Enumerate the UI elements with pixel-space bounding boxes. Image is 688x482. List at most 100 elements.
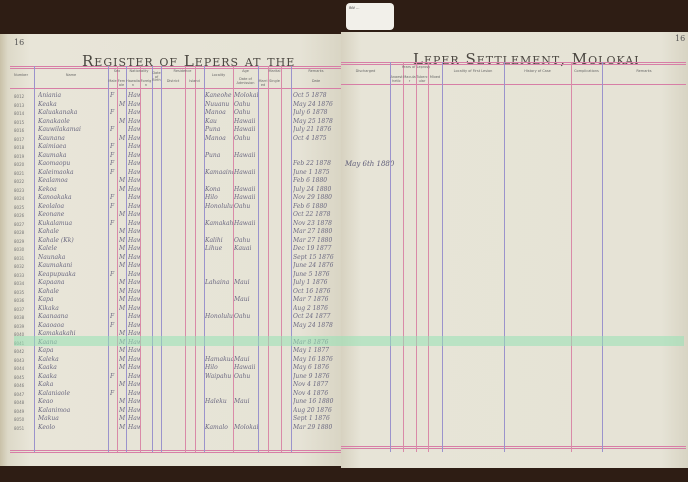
table-row: 8034 Kapaana MHaw Lahaina Maui July 1 1876 [0, 279, 341, 287]
row-number: 8027 [14, 221, 25, 227]
row-number: 8030 [14, 247, 25, 252]
left-page: 16 Register of Lepers at the Number Name S… [0, 34, 341, 466]
row-name: Kapa [38, 347, 54, 354]
row-name: Kaleimaoka [38, 168, 74, 176]
row-name: Keonane [38, 211, 65, 218]
column-header: Male [108, 79, 117, 83]
column-rule [602, 62, 603, 452]
ruled-line [10, 450, 341, 451]
row-district: Hilo [205, 364, 218, 371]
row-nationality: Haw [128, 321, 140, 329]
ruled-line [10, 88, 341, 89]
row-island: Hawaii [234, 168, 256, 176]
row-name: Keolaloa [38, 202, 65, 210]
row-number: 8040 [14, 332, 25, 337]
row-island: Oahu [234, 109, 251, 116]
row-number: 8017 [14, 136, 25, 142]
column-header: Years of Leprosy [401, 65, 431, 69]
row-date: May 24 1878 [293, 321, 333, 329]
table-row: 8035 Kahale MHaw Oct 16 1876 [0, 288, 341, 296]
row-nationality: Haw [128, 372, 140, 380]
row-sex: F [110, 389, 115, 397]
column-rule [504, 62, 505, 452]
column-header: Complications [574, 69, 599, 73]
column-header: Date of Birth [152, 71, 161, 82]
row-nationality: Haw [128, 262, 140, 269]
row-sex: F [110, 219, 115, 227]
handwritten-note: May 6th 1880 [345, 160, 395, 168]
row-district: Manoa [205, 134, 226, 142]
ruled-line [341, 446, 686, 447]
column-header: Date of Admission [236, 77, 255, 85]
row-sex: F [110, 372, 115, 380]
row-date: July 6 1878 [293, 109, 328, 116]
row-nationality: Haw [128, 347, 140, 354]
row-island: Oahu [234, 313, 251, 320]
row-name: Kaaka [38, 364, 57, 371]
row-sex: M [119, 296, 126, 303]
row-date: Sept 15 1876 [293, 253, 334, 261]
row-nationality: Haw [128, 100, 140, 108]
row-sex: M [119, 415, 126, 422]
row-sex: F [110, 270, 115, 278]
row-date: Mar 27 1880 [293, 228, 333, 235]
column-header: Locality [211, 73, 226, 77]
row-district: Haleku [205, 398, 227, 405]
row-district: Waipahu [205, 372, 232, 380]
row-island: Kauai [234, 245, 252, 252]
row-sex: F [110, 143, 115, 150]
row-date: Mar 7 1876 [293, 296, 329, 303]
row-sex: M [119, 245, 126, 252]
row-number: 8022 [14, 179, 25, 184]
row-nationality: Haw [128, 194, 140, 201]
row-district: Puna [205, 151, 221, 159]
row-sex: M [119, 279, 126, 286]
row-name: Kamakakahi [38, 330, 76, 337]
row-nationality: Haw [128, 423, 140, 431]
row-district: Puna [205, 126, 221, 133]
row-number: 8020 [14, 162, 25, 167]
column-rule [195, 66, 196, 452]
table-row: 8022 Kealamoa MHaw Feb 6 1880 [0, 177, 341, 185]
column-header: Macular [403, 75, 416, 83]
row-island: Maui [234, 355, 250, 363]
row-island: Hawaii [234, 219, 256, 227]
row-nationality: Haw [128, 117, 140, 125]
table-row: 8026 Keonane MHaw Oct 22 1878 [0, 211, 341, 219]
row-date: June 1 1875 [293, 168, 330, 176]
row-island: Hawaii [234, 185, 256, 193]
row-sex: M [119, 304, 126, 312]
row-island: Oahu [234, 134, 251, 142]
row-nationality: Haw [128, 219, 140, 227]
row-nationality: Haw [128, 126, 140, 133]
row-nationality: Haw [128, 92, 140, 99]
row-nationality: Haw [128, 202, 140, 210]
table-row: 8024 Kanoakaka F Haw Hilo Hawaii Nov 29 1880 [0, 194, 341, 202]
column-rule [152, 66, 153, 452]
row-nationality: Haw [128, 389, 140, 397]
column-rule [140, 66, 141, 452]
column-rule [442, 62, 443, 452]
row-date: Oct 22 1878 [293, 211, 331, 218]
column-header: Nationality [129, 69, 149, 73]
row-district: Kona [205, 185, 221, 193]
column-header: Hawaiian [126, 79, 140, 87]
row-name: Kalele [38, 245, 57, 252]
column-rule [161, 66, 162, 452]
row-district: Nuuanu [205, 100, 230, 108]
row-number: 8023 [14, 187, 25, 193]
row-district: Kamaaina [205, 168, 233, 176]
row-date: June 16 1880 [293, 398, 334, 405]
row-nationality: Haw [128, 151, 140, 159]
row-district: Honolulu [205, 202, 233, 210]
row-sex: M [119, 211, 126, 218]
row-island: Hawaii [234, 126, 256, 133]
row-sex: M [119, 100, 126, 108]
row-nationality: Haw [128, 236, 140, 244]
row-number: 8048 [14, 400, 25, 405]
left-page-number: 16 [14, 38, 25, 47]
row-number: 8032 [14, 264, 25, 269]
